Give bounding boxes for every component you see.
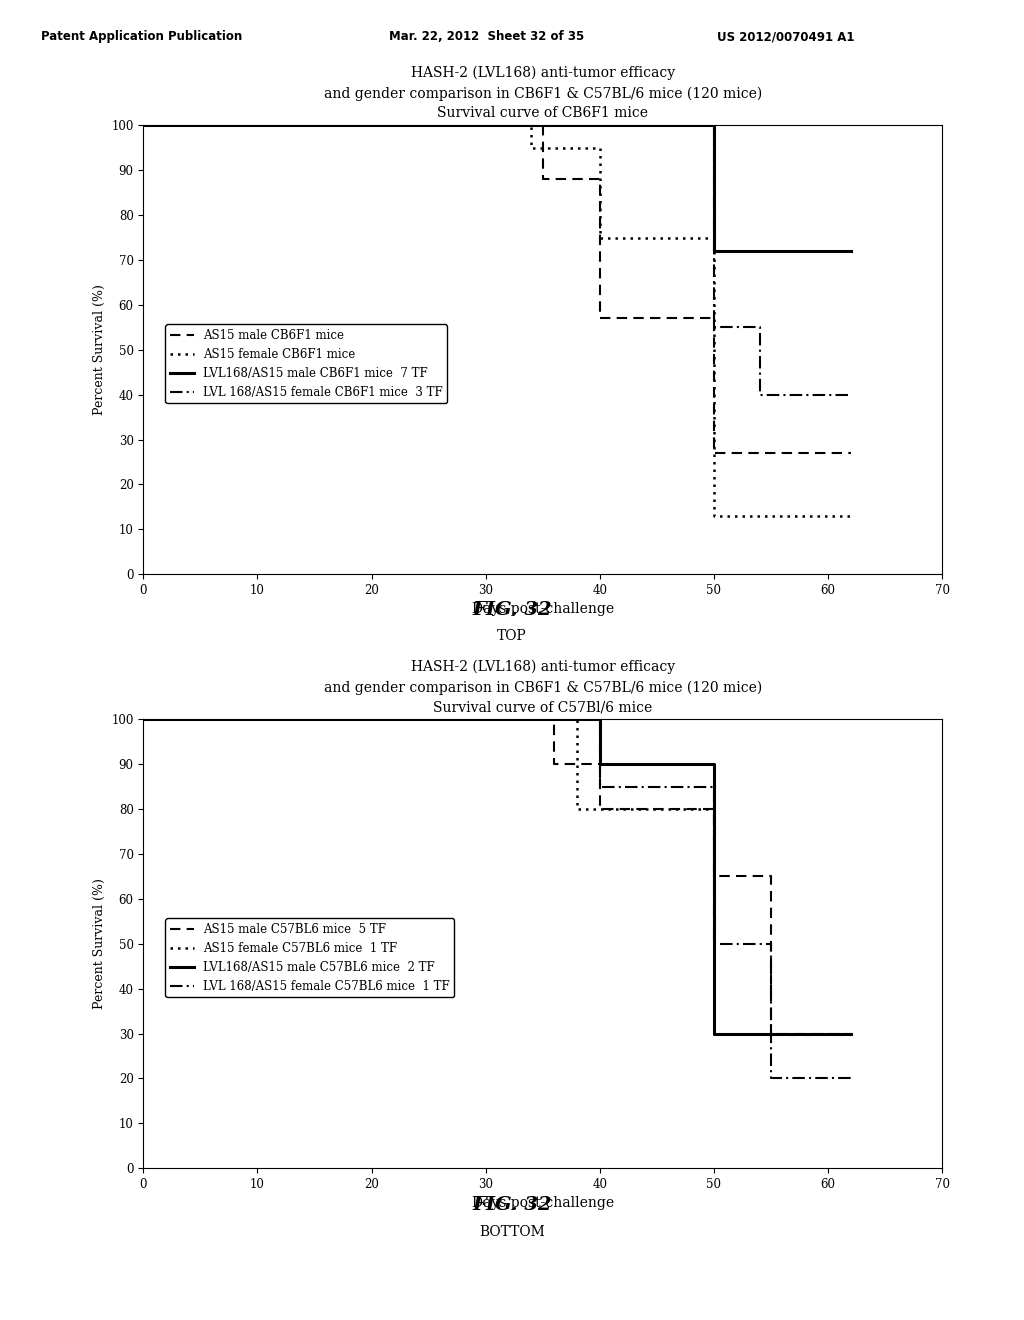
Title: HASH-2 (LVL168) anti-tumor efficacy
and gender comparison in CB6F1 & C57BL/6 mic: HASH-2 (LVL168) anti-tumor efficacy and … bbox=[324, 660, 762, 714]
Y-axis label: Percent Survival (%): Percent Survival (%) bbox=[93, 878, 105, 1010]
Text: BOTTOM: BOTTOM bbox=[479, 1225, 545, 1238]
Text: Mar. 22, 2012  Sheet 32 of 35: Mar. 22, 2012 Sheet 32 of 35 bbox=[389, 30, 585, 44]
Text: FIG. 32: FIG. 32 bbox=[472, 1196, 552, 1214]
Y-axis label: Percent Survival (%): Percent Survival (%) bbox=[93, 284, 105, 416]
Text: TOP: TOP bbox=[497, 630, 527, 643]
Title: HASH-2 (LVL168) anti-tumor efficacy
and gender comparison in CB6F1 & C57BL/6 mic: HASH-2 (LVL168) anti-tumor efficacy and … bbox=[324, 66, 762, 120]
Text: US 2012/0070491 A1: US 2012/0070491 A1 bbox=[717, 30, 854, 44]
Text: FIG. 32: FIG. 32 bbox=[472, 601, 552, 619]
Text: Patent Application Publication: Patent Application Publication bbox=[41, 30, 243, 44]
X-axis label: Days post-challenge: Days post-challenge bbox=[472, 602, 613, 616]
Legend: AS15 male C57BL6 mice  5 TF, AS15 female C57BL6 mice  1 TF, LVL168/AS15 male C57: AS15 male C57BL6 mice 5 TF, AS15 female … bbox=[165, 919, 455, 998]
Legend: AS15 male CB6F1 mice, AS15 female CB6F1 mice, LVL168/AS15 male CB6F1 mice  7 TF,: AS15 male CB6F1 mice, AS15 female CB6F1 … bbox=[165, 325, 447, 404]
X-axis label: Days post-challenge: Days post-challenge bbox=[472, 1196, 613, 1210]
